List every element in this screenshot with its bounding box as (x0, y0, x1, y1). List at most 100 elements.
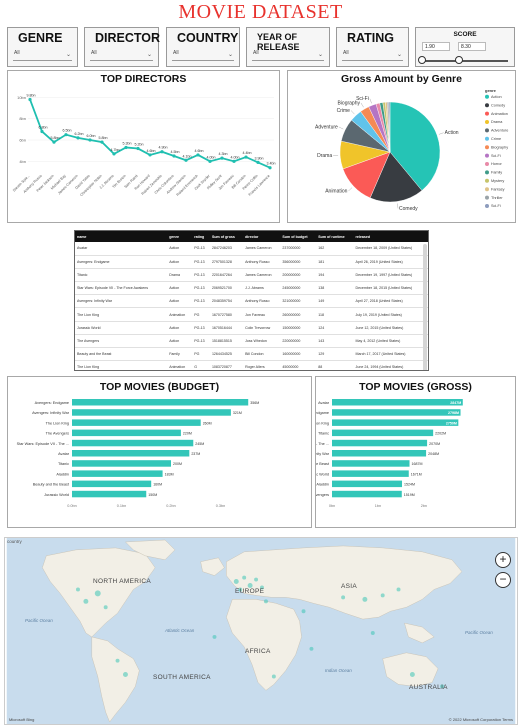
table-row[interactable]: The Avengers Action PG-13 1518815515 Joss Wh… (75, 334, 428, 349)
table-row[interactable]: Titanic Drama PG-13 2201647264 James Cameron… (75, 268, 428, 283)
table-header-cell[interactable]: Sum of budget (280, 231, 317, 242)
bar[interactable] (72, 439, 194, 447)
bar[interactable] (72, 419, 201, 426)
bar[interactable] (332, 429, 434, 437)
legend-entry[interactable]: Comedy (491, 103, 505, 107)
bar[interactable] (72, 429, 181, 437)
table-row[interactable]: Beauty and the Beast Family PG 1264434525 Bi… (75, 347, 428, 362)
legend-entry[interactable]: Sci-Fi (491, 204, 501, 208)
bar[interactable] (72, 480, 152, 488)
director-point[interactable] (220, 156, 224, 160)
pie-slice[interactable] (388, 101, 391, 153)
map-attribution[interactable]: © 2022 Microsoft Corporation Terms (448, 717, 513, 722)
country-slicer[interactable]: COUNTRY All ⌄ (166, 27, 240, 67)
table-row[interactable]: Avengers: Endgame Action PG-13 2797501328 An… (75, 255, 428, 269)
table-row[interactable]: Star Wars: Episode VII - The Force Awake… (75, 281, 428, 296)
legend-entry[interactable]: Animation (491, 112, 508, 116)
legend-entry[interactable]: Action (491, 95, 502, 99)
year-dropdown[interactable]: All ⌄ (252, 50, 324, 61)
score-slider-high-handle[interactable] (454, 56, 463, 64)
zoom-out-button[interactable]: − (495, 572, 511, 588)
director-point[interactable] (88, 138, 92, 142)
legend-entry[interactable]: Biography (491, 145, 508, 149)
bar[interactable] (332, 490, 402, 498)
table-row[interactable]: Avatar Action PG-13 2847246203 James Cameron… (75, 242, 428, 256)
table-scrollbar[interactable] (423, 244, 427, 370)
director-point[interactable] (136, 146, 140, 151)
bar[interactable] (72, 399, 249, 406)
zoom-in-button[interactable]: + (495, 552, 511, 568)
bar[interactable] (72, 450, 190, 457)
director-point[interactable] (64, 133, 68, 137)
table-header-cell[interactable]: genre (167, 231, 193, 242)
genre-slicer[interactable]: GENRE All ⌄ (7, 27, 78, 67)
table-row[interactable]: The Lion King Animation PG 1670727580 Jon Fa… (75, 307, 428, 322)
pie-slice[interactable] (389, 101, 441, 191)
director-point[interactable] (196, 153, 200, 157)
bar[interactable] (332, 439, 428, 447)
director-point[interactable] (52, 140, 56, 144)
director-dropdown[interactable]: All ⌄ (90, 50, 153, 61)
bar[interactable] (72, 490, 147, 498)
legend-entry[interactable]: Drama (491, 120, 503, 124)
legend-entry[interactable]: Mystery (491, 179, 504, 183)
director-point[interactable] (28, 97, 32, 102)
year-slicer[interactable]: YEAR OF RELEASE All ⌄ (246, 27, 330, 67)
director-point[interactable] (40, 129, 44, 134)
director-point[interactable] (172, 154, 176, 158)
director-point[interactable] (244, 155, 248, 159)
director-point[interactable] (160, 150, 164, 154)
legend-entry[interactable]: Crime (491, 137, 501, 141)
director-point[interactable] (148, 153, 152, 157)
bar[interactable] (332, 409, 461, 416)
director-point[interactable] (112, 152, 116, 156)
bar[interactable] (332, 419, 459, 426)
director-point[interactable] (232, 159, 236, 163)
legend-entry[interactable]: Adventure (491, 129, 508, 133)
score-slider-track[interactable] (422, 60, 508, 62)
score-slicer[interactable]: SCORE 1.90 8.30 (415, 27, 515, 67)
rating-dropdown[interactable]: All ⌄ (342, 50, 403, 61)
director-point[interactable] (100, 140, 104, 144)
director-slicer[interactable]: DIRECTOR All ⌄ (84, 27, 160, 67)
ocean-label: Pacific Ocean (25, 618, 53, 623)
score-slider-low-handle[interactable] (418, 56, 426, 64)
world-map[interactable] (5, 538, 517, 724)
table-header-cell[interactable]: released (353, 231, 428, 242)
table-row[interactable]: Avengers: Infinity War Action PG-13 2048359… (75, 294, 428, 309)
bar[interactable] (72, 470, 163, 477)
bar[interactable] (332, 470, 409, 477)
pie-slice[interactable] (369, 151, 423, 203)
bar[interactable] (332, 399, 463, 406)
legend-entry[interactable]: Family (491, 171, 502, 175)
director-point[interactable] (268, 166, 272, 170)
legend-entry[interactable]: Sci-Fi (491, 154, 501, 158)
bar[interactable] (332, 480, 403, 488)
score-min-input[interactable]: 1.90 (422, 42, 450, 51)
movie-table[interactable]: name genre rating Sum of gross director Sum o… (74, 230, 429, 371)
world-map-panel[interactable]: country NORTH AMERICA EUROPE ASIA AFRICA SOU… (4, 537, 518, 725)
genre-dropdown[interactable]: All ⌄ (13, 50, 72, 61)
table-row[interactable]: Jurassic World Action PG-13 1670516444 Colin… (75, 321, 428, 335)
country-dropdown[interactable]: All ⌄ (172, 50, 234, 61)
score-max-input[interactable]: 8.30 (458, 42, 486, 51)
table-header-cell[interactable]: Sum of runtime (316, 231, 354, 242)
legend-entry[interactable]: Fantasy (491, 187, 505, 191)
table-header-cell[interactable]: Sum of gross (209, 231, 244, 242)
rating-slicer[interactable]: RATING All ⌄ (336, 27, 409, 67)
legend-entry[interactable]: Horror (491, 162, 502, 166)
bar[interactable] (72, 460, 171, 467)
legend-entry[interactable]: Thriller (491, 196, 503, 200)
bar[interactable] (332, 460, 410, 467)
table-header-cell[interactable]: name (75, 231, 168, 242)
director-point[interactable] (208, 159, 212, 163)
table-header-cell[interactable]: rating (192, 231, 210, 242)
director-point[interactable] (256, 160, 260, 164)
director-point[interactable] (184, 158, 188, 162)
table-header-cell[interactable]: director (243, 231, 281, 242)
director-point[interactable] (76, 136, 80, 140)
table-row[interactable]: The Lion King Animation G 1083720877 Roger A… (75, 360, 428, 370)
bar[interactable] (72, 409, 231, 416)
director-point[interactable] (124, 145, 128, 150)
bar[interactable] (332, 450, 427, 457)
